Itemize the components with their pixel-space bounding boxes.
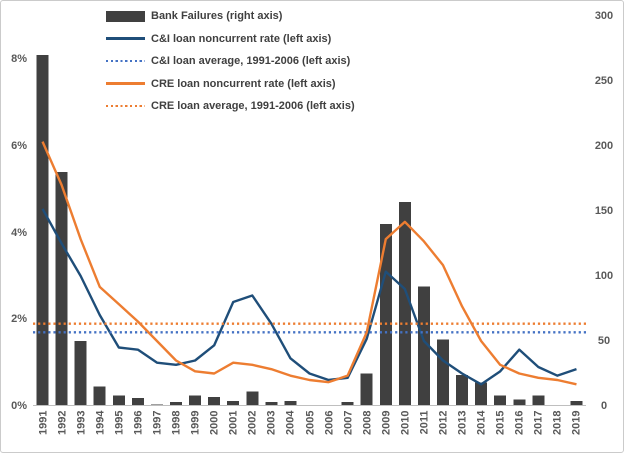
left-axis-tick: 0% bbox=[11, 400, 27, 412]
legend-label: C&I loan average, 1991-2006 (left axis) bbox=[151, 55, 351, 68]
legend-item-cre-noncurrent: CRE loan noncurrent rate (left axis) bbox=[106, 73, 355, 96]
legend-label: C&I loan noncurrent rate (left axis) bbox=[151, 32, 332, 45]
bar-2014 bbox=[475, 382, 488, 406]
x-axis-label-1996: 1996 bbox=[132, 410, 145, 435]
plot-area bbox=[33, 55, 586, 406]
bar-2017 bbox=[532, 395, 545, 406]
x-axis-label-2006: 2006 bbox=[323, 410, 336, 435]
bar-1996 bbox=[131, 398, 144, 406]
x-axis-label-2014: 2014 bbox=[475, 410, 488, 435]
bar-2002 bbox=[246, 391, 259, 406]
x-axis-label-2015: 2015 bbox=[494, 410, 507, 435]
x-axis-label-1991: 1991 bbox=[37, 410, 50, 435]
left-axis-tick: 6% bbox=[11, 140, 27, 152]
right-axis-tick: 250 bbox=[594, 75, 614, 87]
x-axis-label-2011: 2011 bbox=[418, 410, 431, 435]
x-axis-label-2001: 2001 bbox=[227, 410, 240, 435]
bar-2004 bbox=[284, 400, 297, 406]
x-axis-label-1995: 1995 bbox=[113, 410, 126, 435]
bar-2016 bbox=[513, 399, 526, 406]
bar-2011 bbox=[417, 286, 430, 406]
right-axis-tick: 0 bbox=[600, 400, 608, 412]
x-axis-label-2016: 2016 bbox=[513, 410, 526, 435]
dotted-line-swatch-icon bbox=[106, 60, 145, 63]
x-axis-label-2009: 2009 bbox=[380, 410, 393, 435]
bar-1995 bbox=[112, 395, 125, 406]
x-axis-label-1998: 1998 bbox=[170, 410, 183, 435]
left-axis-tick: 8% bbox=[11, 53, 27, 66]
chart-legend: Bank Failures (right axis) C&I loan nonc… bbox=[106, 5, 355, 118]
left-axis-tick: 2% bbox=[11, 313, 27, 326]
bar-2000 bbox=[208, 396, 221, 406]
x-axis-label-2017: 2017 bbox=[532, 410, 545, 435]
legend-label: Bank Failures (right axis) bbox=[151, 10, 283, 23]
bar-2019 bbox=[570, 400, 583, 406]
bar-swatch-icon bbox=[106, 10, 145, 22]
bar-2001 bbox=[227, 400, 240, 406]
bar-1991 bbox=[36, 55, 49, 406]
right-axis-tick: 50 bbox=[597, 335, 611, 347]
x-axis-label-1997: 1997 bbox=[151, 410, 164, 435]
legend-label: CRE loan average, 1991-2006 (left axis) bbox=[151, 100, 355, 113]
right-axis-tick: 100 bbox=[594, 270, 614, 282]
bar-2009 bbox=[379, 224, 392, 406]
bar-2003 bbox=[265, 402, 278, 406]
x-axis-label-2003: 2003 bbox=[265, 410, 278, 435]
x-axis-label-2000: 2000 bbox=[208, 410, 221, 435]
x-axis-label-2010: 2010 bbox=[399, 410, 412, 435]
x-axis-label-2008: 2008 bbox=[361, 410, 374, 435]
legend-label: CRE loan noncurrent rate (left axis) bbox=[151, 77, 336, 90]
x-axis-label-1993: 1993 bbox=[75, 410, 88, 435]
x-axis-label-2002: 2002 bbox=[246, 410, 259, 435]
cre-noncurrent-line bbox=[41, 141, 577, 386]
x-axis-label-2004: 2004 bbox=[284, 410, 297, 435]
x-axis-label-2005: 2005 bbox=[304, 410, 316, 435]
x-axis-label-2019: 2019 bbox=[570, 410, 583, 435]
legend-item-bank-failures: Bank Failures (right axis) bbox=[106, 5, 355, 28]
ci-noncurrent-line bbox=[41, 208, 577, 386]
x-axis-label-2013: 2013 bbox=[456, 410, 469, 435]
x-axis-label-2012: 2012 bbox=[437, 410, 450, 435]
legend-item-ci-noncurrent: C&I loan noncurrent rate (left axis) bbox=[106, 28, 355, 51]
bar-2007 bbox=[341, 402, 354, 406]
bar-1999 bbox=[189, 395, 202, 406]
dotted-line-swatch-icon bbox=[106, 105, 145, 108]
x-axis-label-2018: 2018 bbox=[551, 410, 564, 435]
line-swatch-icon bbox=[106, 37, 145, 41]
legend-item-ci-average: C&I loan average, 1991-2006 (left axis) bbox=[106, 50, 355, 73]
x-axis-label-1992: 1992 bbox=[56, 410, 69, 435]
bar-1993 bbox=[74, 341, 87, 406]
bar-2008 bbox=[360, 373, 373, 406]
x-axis-label-2007: 2007 bbox=[342, 410, 355, 435]
bar-1994 bbox=[93, 386, 106, 406]
bar-2010 bbox=[398, 201, 411, 406]
bar-2013 bbox=[456, 374, 469, 406]
right-axis-tick: 300 bbox=[594, 10, 614, 22]
x-axis-label-1999: 1999 bbox=[189, 410, 202, 435]
bar-2015 bbox=[494, 395, 507, 406]
left-axis-tick: 4% bbox=[11, 226, 27, 239]
bar-1998 bbox=[170, 402, 183, 406]
right-axis-tick: 200 bbox=[594, 140, 614, 152]
x-axis-label-1994: 1994 bbox=[94, 410, 107, 435]
right-axis-tick: 150 bbox=[594, 205, 614, 217]
legend-item-cre-average: CRE loan average, 1991-2006 (left axis) bbox=[106, 95, 355, 118]
bar-1992 bbox=[55, 172, 68, 406]
bar-2012 bbox=[436, 339, 449, 406]
line-swatch-icon bbox=[106, 82, 145, 86]
